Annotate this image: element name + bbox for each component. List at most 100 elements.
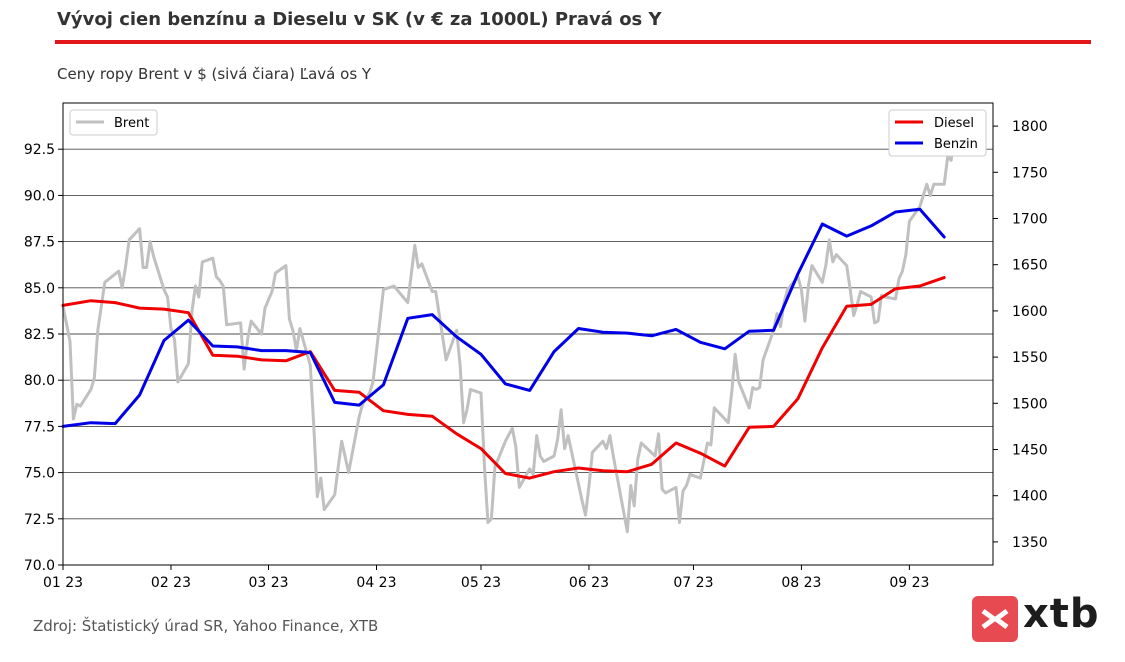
y-right-tick-label: 1600 xyxy=(1012,304,1048,320)
data-point-brent xyxy=(686,485,688,487)
legend-label-brent: Brent xyxy=(114,116,149,131)
data-point-benzin xyxy=(261,350,263,352)
data-point-brent xyxy=(630,485,632,487)
data-point-brent xyxy=(560,409,562,411)
data-point-brent xyxy=(153,256,155,258)
data-point-brent xyxy=(877,320,879,322)
y-left-tick-label: 82.5 xyxy=(24,327,55,343)
data-point-brent xyxy=(804,320,806,322)
data-point-brent xyxy=(435,291,437,293)
x-tick-label: 08 23 xyxy=(781,575,821,591)
data-point-brent xyxy=(512,427,514,429)
data-point-diesel xyxy=(114,302,116,304)
data-point-brent xyxy=(121,287,123,289)
data-point-diesel xyxy=(773,426,775,428)
data-point-brent xyxy=(80,405,82,407)
data-point-brent xyxy=(707,442,709,444)
data-point-brent xyxy=(846,265,848,267)
data-point-brent xyxy=(484,466,486,468)
data-point-brent xyxy=(731,391,733,393)
data-point-brent xyxy=(128,239,130,241)
data-point-benzin xyxy=(822,223,824,225)
title-underline xyxy=(55,40,1091,44)
data-point-brent xyxy=(271,291,273,293)
data-point-benzin xyxy=(651,335,653,337)
data-point-brent xyxy=(167,296,169,298)
data-point-brent xyxy=(174,339,176,341)
data-point-brent xyxy=(212,257,214,259)
data-point-brent xyxy=(801,289,803,291)
legend-left: Brent xyxy=(69,109,158,136)
series-line-diesel xyxy=(61,276,946,480)
legend-right: Diesel Benzin xyxy=(888,109,987,157)
data-point-diesel xyxy=(870,304,872,306)
data-point-brent xyxy=(836,254,838,256)
data-point-brent xyxy=(463,422,465,424)
data-point-diesel xyxy=(480,448,482,450)
data-point-brent xyxy=(139,228,141,230)
y-right-tick-label: 1550 xyxy=(1012,350,1048,366)
data-point-benzin xyxy=(505,383,507,385)
data-point-diesel xyxy=(236,355,238,357)
data-point-brent xyxy=(714,407,716,409)
data-point-brent xyxy=(466,409,468,411)
x-tick-label: 01 23 xyxy=(43,575,83,591)
data-point-brent xyxy=(170,328,172,330)
data-point-diesel xyxy=(651,464,653,466)
data-point-diesel xyxy=(895,288,897,290)
data-point-brent xyxy=(320,477,322,479)
data-point-brent xyxy=(418,267,420,269)
data-point-brent xyxy=(146,267,148,269)
data-point-brent xyxy=(536,435,538,437)
data-point-diesel xyxy=(188,312,190,314)
data-point-brent xyxy=(515,446,517,448)
data-point-diesel xyxy=(505,473,507,475)
x-tick-label: 02 23 xyxy=(151,575,191,591)
data-point-brent xyxy=(930,195,932,197)
data-point-brent xyxy=(581,500,583,502)
data-point-diesel xyxy=(846,306,848,308)
data-point-brent xyxy=(585,514,587,516)
data-point-brent xyxy=(919,206,921,208)
data-point-brent xyxy=(383,289,385,291)
data-point-brent xyxy=(285,265,287,267)
data-point-diesel xyxy=(675,442,677,444)
data-point-brent xyxy=(613,455,615,457)
data-point-benzin xyxy=(627,332,629,334)
y-right-tick-label: 1350 xyxy=(1012,535,1048,551)
data-point-benzin xyxy=(724,348,726,350)
data-point-brent xyxy=(480,392,482,394)
x-tick-label: 09 23 xyxy=(889,575,929,591)
data-point-brent xyxy=(637,459,639,461)
data-point-benzin xyxy=(675,329,677,331)
data-point-brent xyxy=(76,403,78,405)
y-left-tick-label: 77.5 xyxy=(24,419,55,435)
data-point-brent xyxy=(491,518,493,520)
data-point-brent xyxy=(640,442,642,444)
data-point-diesel xyxy=(431,415,433,417)
data-point-brent xyxy=(369,392,371,394)
data-point-brent xyxy=(163,289,165,291)
data-point-brent xyxy=(222,285,224,287)
data-point-benzin xyxy=(334,402,336,404)
data-point-brent xyxy=(348,472,350,474)
data-point-brent xyxy=(317,496,319,498)
data-point-benzin xyxy=(578,328,580,330)
y-right-tick-label: 1650 xyxy=(1012,258,1048,274)
y-left-tick-label: 70.0 xyxy=(24,558,55,574)
data-point-benzin xyxy=(943,236,945,238)
data-point-brent xyxy=(532,474,534,476)
data-point-brent xyxy=(905,254,907,256)
data-point-diesel xyxy=(139,307,141,309)
data-point-brent xyxy=(748,407,750,409)
data-point-brent xyxy=(191,311,193,313)
x-tick-label: 06 23 xyxy=(569,575,609,591)
data-point-brent xyxy=(898,278,900,280)
data-point-diesel xyxy=(383,410,385,412)
y-left-tick-label: 75.0 xyxy=(24,466,55,482)
data-point-brent xyxy=(421,263,423,265)
data-point-diesel xyxy=(261,359,263,361)
data-point-diesel xyxy=(163,308,165,310)
data-point-brent xyxy=(923,195,925,197)
x-tick-label: 05 23 xyxy=(461,575,501,591)
